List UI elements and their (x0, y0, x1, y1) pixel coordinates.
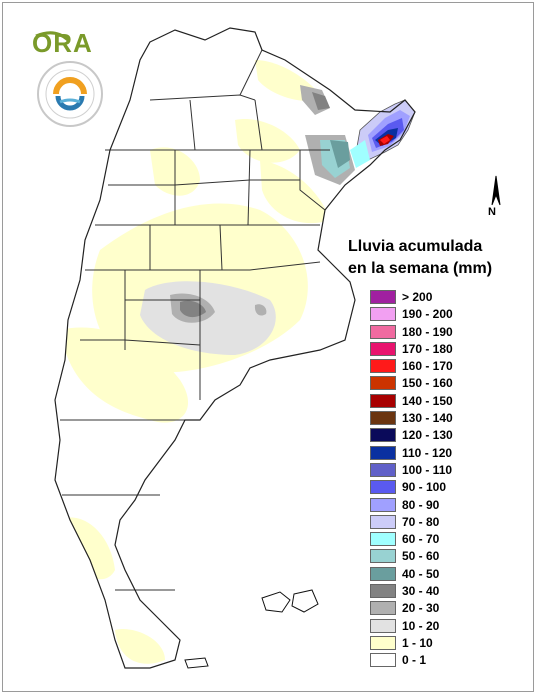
legend-swatch (370, 376, 396, 391)
legend-label: 30 - 40 (402, 584, 440, 599)
legend-label: 70 - 80 (402, 514, 440, 529)
legend-swatch (370, 618, 396, 633)
legend-label: 60 - 70 (402, 532, 440, 547)
legend-swatch (370, 445, 396, 460)
legend-label: > 200 (402, 290, 433, 304)
legend-swatch (370, 514, 396, 529)
legend-label: 100 - 110 (402, 462, 453, 477)
legend-title-line2: en la semana (mm) (348, 260, 493, 277)
legend-label: 140 - 150 (402, 393, 453, 408)
legend-swatch (370, 532, 396, 547)
legend-label: 160 - 170 (402, 359, 453, 374)
legend-label: 170 - 180 (402, 341, 453, 356)
ora-logo-leaf (35, 31, 70, 42)
legend-swatch (370, 290, 396, 304)
legend-swatch (370, 307, 396, 322)
legend-swatch (370, 653, 396, 668)
province-borders (60, 49, 330, 591)
legend-label: 40 - 50 (402, 566, 440, 581)
legend-title: Lluvia acumulada en la semana (mm) (348, 236, 492, 280)
legend-swatch (370, 411, 396, 426)
legend-label: 0 - 1 (402, 653, 427, 668)
ora-logo-text: ORA (32, 28, 93, 58)
legend-label: 90 - 100 (402, 480, 447, 495)
legend-label: 110 - 120 (402, 445, 453, 460)
legend-swatch (370, 462, 396, 477)
legend-label: 50 - 60 (402, 549, 440, 564)
isla-de-los-estados (184, 657, 209, 669)
legend-swatch (370, 393, 396, 408)
legend-label: 10 - 20 (402, 618, 440, 633)
legend-swatch (370, 549, 396, 564)
legend-swatch (370, 428, 396, 443)
smn-logo (37, 61, 103, 127)
misiones-rainfall-maximum (350, 99, 416, 168)
legend-label: 80 - 90 (402, 497, 440, 512)
legend-swatch (370, 480, 396, 495)
north-arrow-icon (491, 175, 501, 206)
legend-label: 150 - 160 (402, 376, 453, 391)
legend-swatch (370, 341, 396, 356)
legend-swatch (370, 584, 396, 599)
legend-label: 20 - 30 (402, 601, 440, 616)
legend-swatch (370, 359, 396, 374)
legend-label: 180 - 190 (402, 324, 453, 339)
legend-label: 190 - 200 (402, 307, 453, 322)
legend-label: 1 - 10 (402, 635, 433, 650)
legend-swatch (370, 497, 396, 512)
legend-swatch (370, 635, 396, 650)
legend-label: 120 - 130 (402, 428, 453, 443)
legend-title-line1: Lluvia acumulada (348, 238, 483, 255)
malvinas-islands (261, 589, 319, 613)
legend-swatch (370, 324, 396, 339)
legend-label: 130 - 140 (402, 411, 453, 426)
legend-swatch (370, 601, 396, 616)
north-arrow-label: N (488, 206, 496, 218)
legend-swatch (370, 566, 396, 581)
